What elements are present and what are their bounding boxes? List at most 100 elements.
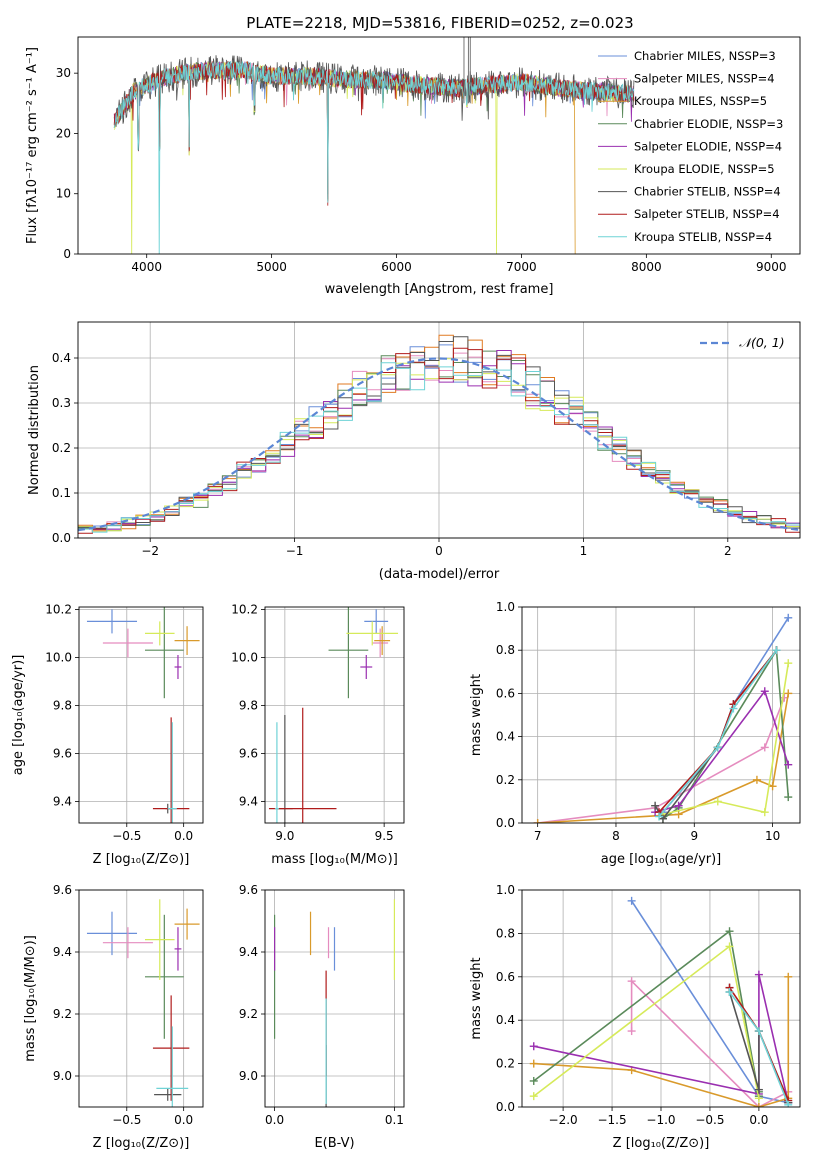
weight-line <box>533 944 760 1099</box>
y-tick-label: 0.4 <box>496 1013 515 1027</box>
error-bar-salpeter-miles <box>102 628 153 658</box>
weight-marker <box>529 1059 538 1068</box>
weight-line <box>654 689 790 813</box>
weight-marker <box>713 797 722 806</box>
y-axis-label: mass weight <box>469 674 484 756</box>
x-axis-label: E(B-V) <box>314 1136 354 1151</box>
y-tick-label: 1.0 <box>496 883 515 897</box>
weight-marker <box>754 1103 763 1107</box>
y-tick-label: 0 <box>63 247 71 261</box>
error-bar-chabrier-miles <box>86 911 138 956</box>
weight-marker <box>729 704 738 713</box>
x-tick-label: 7 <box>534 829 542 843</box>
weight-marker <box>725 987 734 996</box>
y-tick-label: 10.2 <box>231 602 258 616</box>
series-salpeter-stelib <box>655 646 781 817</box>
error-bar-kroupa-elodie <box>144 621 175 646</box>
error-bar-kroupa-miles <box>374 626 391 655</box>
axes-mass-vs-ebv: 0.0 0.1 9.0 9.2 9.4 9.6 E(B-V) <box>239 883 405 1151</box>
y-tick-label: 10.0 <box>45 650 72 664</box>
error-bar-kroupa-stelib <box>274 722 279 823</box>
y-tick-label: 0.4 <box>496 730 515 744</box>
legend-entry: Kroupa MILES, NSSP=5 <box>634 94 767 108</box>
x-tick-label: 6000 <box>381 260 412 274</box>
series-kroupa-stelib <box>725 987 793 1107</box>
y-axis-label: mass [log₁₀(M/M⊙)] <box>23 935 38 1062</box>
x-axis-label: Z [log₁₀(Z/Z⊙)] <box>93 1136 190 1151</box>
y-tick-label: 9.6 <box>239 883 258 897</box>
x-axis-label: mass [log₁₀(M/M⊙)] <box>271 852 398 867</box>
weight-line <box>658 649 778 818</box>
error-bar-salpeter-stelib <box>152 995 190 1101</box>
error-bar-salpeter-miles <box>102 927 153 959</box>
weight-marker <box>651 801 660 810</box>
weight-marker <box>754 970 763 979</box>
x-tick-label: 8 <box>612 829 620 843</box>
weight-marker <box>760 808 769 817</box>
y-tick-label: 10 <box>56 187 71 201</box>
series-chabrier-stelib <box>651 646 781 823</box>
x-axis-label: Z [log₁₀(Z/Z⊙)] <box>613 1136 710 1151</box>
x-axis-label: (data-model)/error <box>379 567 500 582</box>
weight-marker <box>784 1100 793 1107</box>
y-axis-label: age [log₁₀(age/yr)] <box>11 655 26 776</box>
weight-marker <box>754 1085 763 1094</box>
y-tick-label: 9.4 <box>239 794 258 808</box>
axes-age-vs-z: −0.5 0.0 9.4 9.6 9.8 10.0 10.2 Z [log₁₀(Z/Z⊙)] a… <box>11 602 204 867</box>
weight-lines <box>533 613 793 823</box>
weight-marker <box>627 1027 636 1036</box>
weight-lines <box>529 896 793 1107</box>
legend-entry: Salpeter MILES, NSSP=4 <box>634 72 775 86</box>
error-bar-chabrier-miles <box>364 609 389 634</box>
y-tick-label: 0.6 <box>496 970 515 984</box>
y-tick-label: 0.2 <box>496 1057 515 1071</box>
error-bars <box>86 607 200 823</box>
weight-marker <box>784 613 793 622</box>
error-bar-chabrier-stelib <box>154 1088 182 1101</box>
axes-frame <box>521 889 801 1108</box>
x-tick-label: 4000 <box>131 260 162 274</box>
weight-line <box>658 649 778 813</box>
axes-frame <box>264 889 405 1108</box>
weight-marker <box>772 646 781 655</box>
weight-marker <box>627 977 636 986</box>
legend-entry: Chabrier ELODIE, NSSP=3 <box>634 117 783 131</box>
x-tick-label: 2 <box>724 544 732 558</box>
weight-marker <box>725 942 734 951</box>
error-bar-kroupa-stelib <box>167 722 177 823</box>
weight-line <box>537 697 786 823</box>
weight-marker <box>529 1042 538 1051</box>
y-tick-label: 0.0 <box>496 1100 515 1114</box>
y-tick-label: 0.3 <box>52 396 71 410</box>
series-kroupa-miles <box>533 689 793 823</box>
weight-marker <box>784 659 793 668</box>
weight-marker <box>760 743 769 752</box>
x-tick-label: 9.5 <box>375 829 394 843</box>
y-tick-label: 0.2 <box>52 441 71 455</box>
y-tick-label: 30 <box>56 66 71 80</box>
y-tick-label: 0.0 <box>52 531 71 545</box>
normal-curve <box>78 357 800 532</box>
error-bars <box>86 899 200 1107</box>
weight-marker <box>760 687 769 696</box>
weight-marker <box>655 812 664 821</box>
legend-entry: Salpeter STELIB, NSSP=4 <box>634 207 780 221</box>
y-tick-label: 0.4 <box>52 351 71 365</box>
y-tick-label: 0.2 <box>496 773 515 787</box>
chart-title: PLATE=2218, MJD=53816, FIBERID=0252, z=0… <box>246 14 633 32</box>
legend-entry: Salpeter ELODIE, NSSP=4 <box>634 139 782 153</box>
y-tick-label: 9.2 <box>239 1007 258 1021</box>
axes-mass-weight-vs-age: 7 8 9 10 0.0 0.2 0.4 0.6 0.8 1.0 age [log₁₀(age/yr… <box>469 600 801 867</box>
histogram-series <box>78 350 800 530</box>
weight-marker <box>533 819 542 823</box>
x-tick-label: −0.5 <box>112 1113 141 1127</box>
legend-entry: Kroupa STELIB, NSSP=4 <box>634 230 772 244</box>
y-tick-label: 9.4 <box>53 794 72 808</box>
error-bars <box>273 899 396 1107</box>
weight-marker <box>752 775 761 784</box>
axes-frame <box>521 606 801 824</box>
x-tick-label: −2.0 <box>549 1113 578 1127</box>
axes-mass-weight-vs-z: −2.0 −1.5 −1.0 −0.5 0.0 0.0 0.2 0.4 0.6 0.8 1.0 Z [… <box>469 883 801 1151</box>
y-tick-label: 9.0 <box>239 1069 258 1083</box>
x-tick-label: 0.1 <box>385 1113 404 1127</box>
